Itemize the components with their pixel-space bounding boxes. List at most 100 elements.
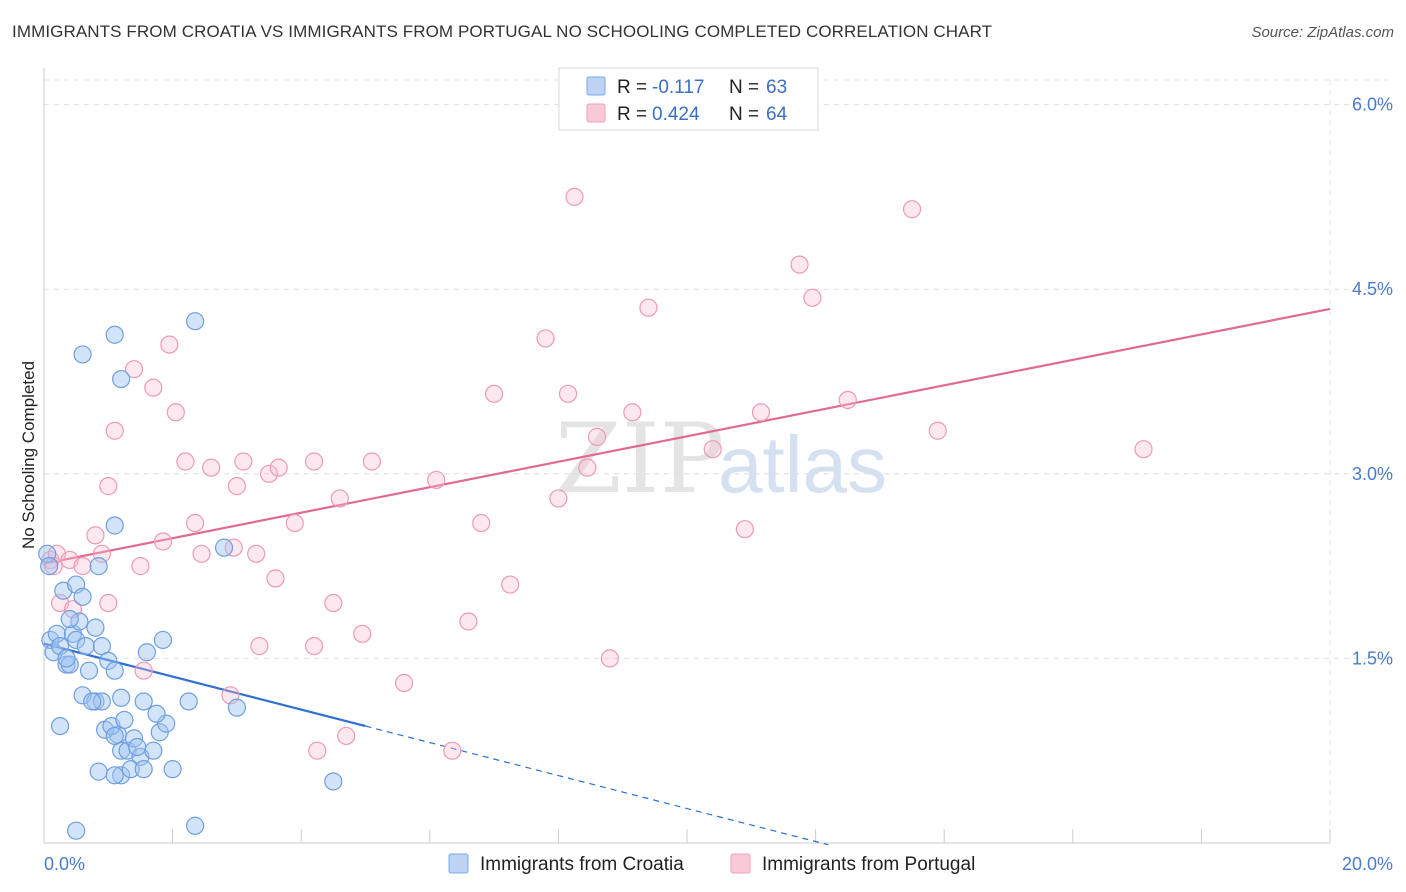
croatia-point xyxy=(115,710,134,730)
trend-lines xyxy=(43,307,1331,846)
portugal-point xyxy=(790,255,809,274)
croatia-point xyxy=(79,661,99,680)
legend-portugal-n-value: 64 xyxy=(766,104,788,125)
portugal-point xyxy=(928,421,947,440)
portugal-point xyxy=(565,187,584,207)
croatia-point xyxy=(179,692,198,711)
portugal-point xyxy=(266,569,285,588)
croatia-point xyxy=(186,312,205,331)
portugal-point xyxy=(362,452,382,471)
croatia-point xyxy=(134,760,153,779)
y-tick-label: 4.5% xyxy=(1352,279,1393,299)
portugal-point xyxy=(324,593,343,613)
portugal-point xyxy=(259,464,279,483)
portugal-point xyxy=(1134,440,1153,459)
croatia-point xyxy=(186,816,205,835)
legend-portugal-r-value: 0.424 xyxy=(652,104,700,125)
legend-croatia-n-label: N = xyxy=(729,77,759,98)
portugal-point xyxy=(144,378,163,397)
croatia-point xyxy=(89,762,108,781)
croatia-point xyxy=(105,766,124,785)
watermark: ZIP atlas xyxy=(555,403,887,515)
croatia-point xyxy=(157,714,176,733)
x-tick-label: 20.0% xyxy=(1342,854,1393,874)
portugal-point xyxy=(703,440,722,459)
portugal-point xyxy=(549,489,568,508)
croatia-point xyxy=(112,369,131,389)
portugal-point xyxy=(186,513,205,533)
croatia-point xyxy=(105,516,124,535)
portugal-point xyxy=(536,329,555,348)
portugal-point xyxy=(134,661,153,680)
croatia-point xyxy=(40,557,59,576)
portugal-point xyxy=(250,636,269,656)
portugal-point xyxy=(224,538,243,557)
portugal-point xyxy=(330,489,349,508)
legend-portugal-r-label: R = xyxy=(617,104,647,125)
croatia-point xyxy=(147,704,166,723)
croatia-point xyxy=(89,557,108,576)
portugal-point xyxy=(587,427,607,446)
x-tick-label: 0.0% xyxy=(44,854,85,874)
portugal-point xyxy=(247,544,266,563)
croatia-point xyxy=(99,651,118,670)
bottom-legend-croatia: Immigrants from Croatia xyxy=(480,854,684,875)
croatia-point xyxy=(83,692,102,711)
croatia-point xyxy=(121,760,140,779)
croatia-point xyxy=(73,345,92,364)
croatia-point xyxy=(324,772,343,791)
portugal-point xyxy=(202,458,221,477)
croatia-point xyxy=(86,618,105,637)
portugal-point xyxy=(73,557,92,576)
y-tick-label: 6.0% xyxy=(1352,95,1393,115)
portugal-point xyxy=(735,520,754,539)
portugal-point xyxy=(501,575,520,594)
croatia-point xyxy=(163,760,182,779)
portugal-point xyxy=(427,470,446,490)
portugal-point xyxy=(86,526,105,545)
portugal-point xyxy=(124,360,144,379)
legend-portugal-n-label: N = xyxy=(729,104,759,125)
watermark-atlas: atlas xyxy=(718,420,887,509)
croatia-point xyxy=(105,325,124,344)
croatia-point xyxy=(67,821,86,840)
croatia-point xyxy=(105,726,124,746)
portugal-point xyxy=(166,403,185,422)
portugal-point xyxy=(308,741,327,760)
portugal-point xyxy=(160,335,179,354)
portugal-point xyxy=(176,452,195,471)
watermark-zip: ZIP xyxy=(555,403,724,515)
portugal-point xyxy=(304,636,324,656)
bottom-legend-portugal: Immigrants from Portugal xyxy=(762,854,975,875)
croatia-point xyxy=(128,737,147,757)
croatia-point xyxy=(214,538,234,557)
portugal-point xyxy=(578,458,597,477)
portugal-point xyxy=(304,452,324,471)
data-points xyxy=(38,187,1153,840)
portugal-point xyxy=(227,477,246,496)
legend-swatch-portugal xyxy=(586,103,606,123)
source-label: Source: ZipAtlas.com xyxy=(1251,24,1394,41)
portugal-point xyxy=(153,532,173,551)
legend-croatia-r-label: R = xyxy=(617,77,647,98)
croatia-point xyxy=(134,692,153,711)
portugal-point xyxy=(337,726,356,746)
croatia-point xyxy=(67,630,86,650)
portugal-point xyxy=(600,649,619,668)
portugal-point xyxy=(623,403,642,422)
croatia-trend-extension xyxy=(365,725,829,846)
gridlines xyxy=(44,79,1395,843)
croatia-point xyxy=(73,587,92,606)
portugal-trend-line xyxy=(43,307,1331,565)
portugal-point xyxy=(105,421,124,440)
croatia-trend-line xyxy=(43,642,366,728)
y-tick-label: 3.0% xyxy=(1352,464,1393,484)
portugal-point xyxy=(803,288,822,307)
portugal-point xyxy=(131,557,150,576)
portugal-point xyxy=(443,741,462,760)
y-axis-title: No Schooling Completed xyxy=(19,361,38,549)
portugal-point xyxy=(99,477,118,496)
legend-croatia-r-value: -0.117 xyxy=(652,77,704,98)
bottom-legend-swatch-portugal xyxy=(730,853,751,874)
